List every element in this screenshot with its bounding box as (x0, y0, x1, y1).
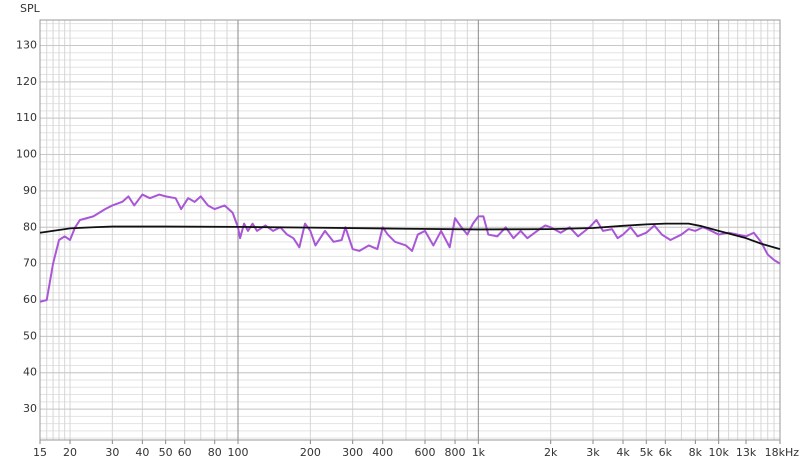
x-tick-label: 10k (708, 446, 729, 459)
x-tick-label: 60 (178, 446, 192, 459)
x-tick-label: 4k (616, 446, 630, 459)
y-tick-label: 80 (23, 220, 37, 233)
y-tick-label: 40 (23, 366, 37, 379)
x-tick-label: 3k (586, 446, 600, 459)
series-line (39, 193, 781, 303)
x-tick-label: 50 (159, 446, 173, 459)
x-tick-label: 6k (659, 446, 673, 459)
x-tick-label: 1k (472, 446, 486, 459)
x-tick-label: 600 (415, 446, 436, 459)
x-tick-label: 13k (736, 446, 757, 459)
x-tick-label: 30 (105, 446, 119, 459)
y-tick-label: 90 (23, 184, 37, 197)
x-tick-label: 800 (445, 446, 466, 459)
y-tick-label: 70 (23, 257, 37, 270)
plot-frame (39, 19, 781, 441)
x-tick-label: 300 (342, 446, 363, 459)
y-tick-label: 130 (16, 38, 37, 51)
y-tick-label: 50 (23, 329, 37, 342)
y-tick-label: 100 (16, 148, 37, 161)
y-tick-label: 110 (16, 111, 37, 124)
y-axis-label: SPL (20, 2, 41, 15)
x-tick-label: 40 (135, 446, 149, 459)
y-tick-label: 120 (16, 75, 37, 88)
x-tick-label: 400 (372, 446, 393, 459)
x-tick-label: 2k (544, 446, 558, 459)
series-line (39, 222, 781, 250)
x-tick-label: 8k (689, 446, 703, 459)
x-tick-label: 100 (228, 446, 249, 459)
x-tick-label: 20 (63, 446, 77, 459)
y-tick-label: 60 (23, 293, 37, 306)
x-tick-label: 80 (208, 446, 222, 459)
y-tick-label: 30 (23, 402, 37, 415)
x-tick-label: 15 (33, 446, 47, 459)
x-tick-label: 18kHz (765, 446, 800, 459)
x-tick-label: 200 (300, 446, 321, 459)
x-tick-label: 5k (640, 446, 654, 459)
